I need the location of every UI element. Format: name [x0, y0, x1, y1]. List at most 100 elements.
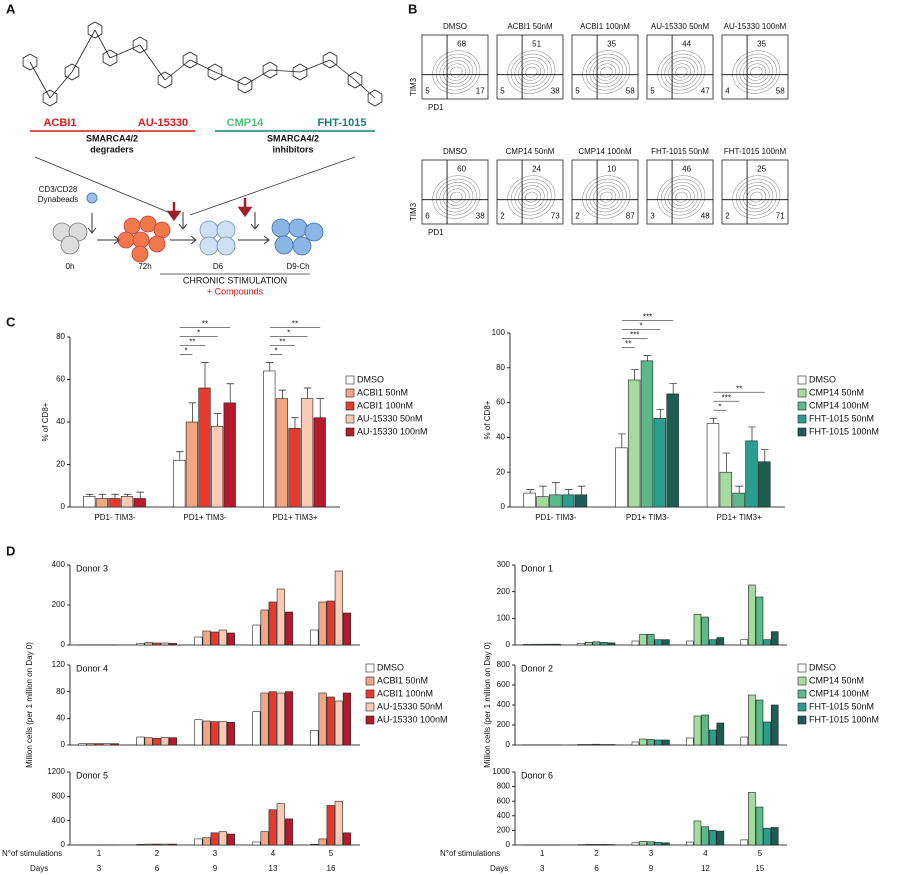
bar [310, 844, 319, 846]
significance-label: * [287, 329, 290, 338]
bar [310, 629, 319, 646]
y-tick-label: 800 [497, 660, 511, 669]
contour [514, 56, 549, 88]
x-tick-label: 12 [701, 864, 710, 873]
bond [189, 59, 216, 73]
contour [507, 175, 556, 219]
timepoint: 0h [66, 262, 75, 271]
bar [288, 428, 301, 508]
chart-title: Donor 5 [76, 770, 108, 780]
quadrant-value: 48 [701, 211, 710, 220]
y-tick-label: 1000 [492, 767, 510, 776]
plot-title: ACBI1 100nM [580, 22, 630, 31]
bar [185, 421, 198, 508]
group-label: degraders [90, 144, 134, 154]
bond [164, 59, 191, 81]
contour [668, 185, 695, 209]
bar [693, 715, 702, 746]
panel-label: A [6, 1, 16, 16]
bar [144, 642, 153, 646]
quadrant-value: 2 [500, 211, 505, 220]
error-bar [656, 409, 665, 419]
compound-arrows [166, 198, 253, 222]
bar [313, 417, 326, 508]
error-bar [123, 493, 132, 497]
bar [94, 743, 103, 746]
bar [218, 629, 227, 646]
error-bar [564, 489, 573, 495]
group-label: SMARCA4/2 [267, 133, 319, 143]
bar [160, 642, 169, 646]
bar [342, 832, 351, 846]
y-tick-label: 0 [61, 640, 66, 649]
error-bar [188, 402, 197, 422]
error-bar [291, 417, 299, 429]
significance-label: ** [202, 320, 208, 329]
bar [639, 738, 647, 746]
significance-label: ** [292, 320, 298, 329]
legend-swatch [345, 401, 355, 411]
contour [675, 191, 688, 203]
bar [770, 827, 779, 846]
quadrant-value: 6 [425, 211, 430, 220]
plot-frame [421, 34, 489, 100]
bar [763, 827, 771, 846]
contour [450, 191, 463, 203]
error-bar [176, 451, 184, 461]
bead-icon [86, 192, 98, 204]
bar [693, 820, 702, 846]
bond [71, 29, 96, 73]
significance-label: * [185, 347, 188, 356]
bar [173, 459, 186, 508]
bond [329, 59, 356, 81]
legend-label: FHT-1015 50nM [809, 413, 874, 423]
bar [310, 730, 319, 746]
contour [432, 175, 481, 219]
contour [657, 175, 706, 219]
bond [94, 29, 111, 59]
bar [536, 496, 549, 508]
bar [86, 743, 95, 746]
error-bar [669, 383, 678, 394]
y-axis-label: Million cells (per 1 million on Day 0) [483, 642, 492, 768]
legend-swatch [345, 427, 355, 437]
group-label: inhibitors [273, 144, 314, 154]
bar [600, 744, 608, 746]
x-tick-label: 9 [649, 864, 654, 873]
bar [592, 844, 601, 846]
legend-label: ACBI1 100nM [377, 688, 433, 698]
significance-label: ** [736, 384, 742, 393]
cell-cluster [117, 215, 171, 263]
bar [202, 720, 211, 746]
bar [334, 800, 343, 846]
bar [268, 809, 277, 846]
ring [22, 53, 38, 71]
legend-label: FHT-1015 50nM [809, 701, 874, 711]
bar [300, 398, 314, 508]
bar [574, 494, 588, 508]
legend-swatch [345, 414, 355, 424]
legend-label: DMSO [809, 374, 836, 384]
bar [523, 492, 536, 508]
bar [95, 498, 108, 508]
bar [83, 496, 96, 508]
x-tick-label: PD1+ TIM3- [183, 513, 227, 522]
bond [354, 79, 376, 99]
contour [657, 50, 706, 94]
stimulation-label: CHRONIC STIMULATION [183, 275, 287, 285]
bar [342, 692, 351, 746]
compound-name: CMP14 [227, 117, 265, 129]
compound-name: ACBI1 [43, 117, 76, 129]
quadrant-value: 73 [551, 211, 560, 220]
bar [627, 379, 641, 508]
bar [276, 692, 285, 746]
error-bar [748, 426, 756, 441]
y-tick-label: 100 [492, 328, 506, 337]
error-bar [735, 485, 744, 494]
cell-cluster [52, 222, 88, 255]
x-axis-label: PD1 [428, 103, 444, 112]
legend-swatch [365, 715, 375, 725]
bar [719, 471, 733, 508]
bar [275, 398, 288, 508]
panel-label: C [6, 314, 16, 329]
